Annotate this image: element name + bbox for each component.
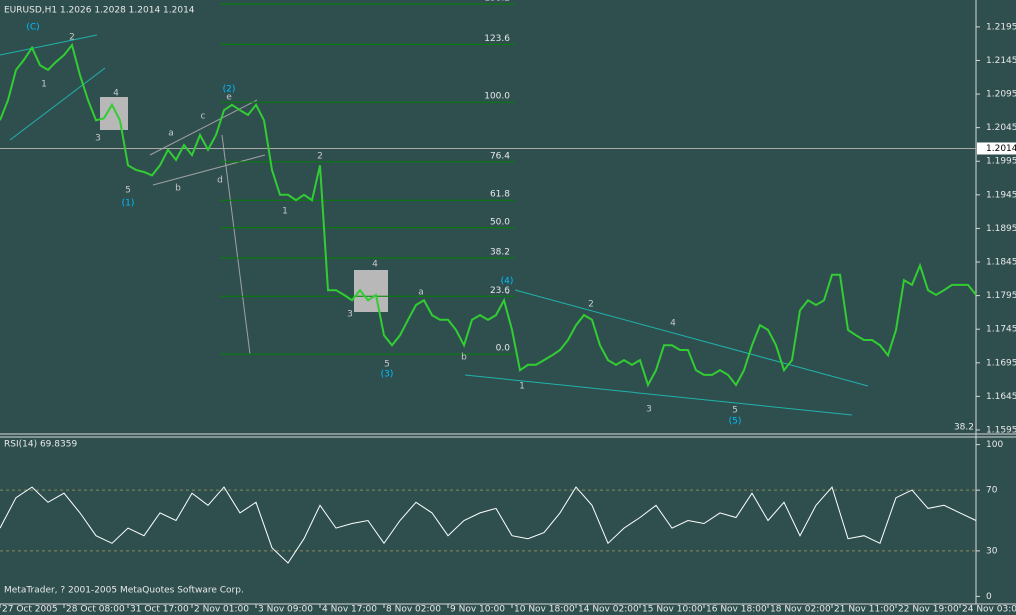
wave-label: a bbox=[418, 288, 424, 298]
trend-line bbox=[152, 154, 266, 186]
wave-label: (1) bbox=[122, 199, 135, 209]
x-tick-label: 24 Nov 03:00 bbox=[962, 605, 1016, 615]
wave-label: 3 bbox=[95, 134, 101, 144]
wave-label: e bbox=[226, 93, 232, 103]
x-tick-label: 14 Nov 02:00 bbox=[578, 605, 639, 615]
x-tick-label: 8 Nov 02:00 bbox=[386, 605, 441, 615]
trend-line bbox=[0, 34, 98, 56]
y-tick-label: 1.1995 bbox=[986, 157, 1016, 167]
wave-label: 1 bbox=[519, 382, 525, 392]
wave-label: a bbox=[168, 129, 174, 139]
wave-label: 2 bbox=[588, 300, 594, 310]
x-tick-label: 9 Nov 10:00 bbox=[450, 605, 505, 615]
wave-label: b bbox=[175, 184, 181, 194]
y-tick-label: 1.2095 bbox=[986, 90, 1016, 100]
y-tick-label: 1.1695 bbox=[986, 358, 1016, 368]
y-tick-label: 1.2195 bbox=[986, 22, 1016, 32]
trend-line bbox=[464, 374, 853, 416]
y-tick-label: 100 bbox=[986, 440, 1003, 450]
x-tick-label: 15 Nov 10:00 bbox=[642, 605, 703, 615]
current-price-box bbox=[977, 142, 1016, 155]
current-price-label: 1.2014 bbox=[986, 144, 1016, 154]
fib-label: 138.2 bbox=[484, 0, 510, 4]
wave-label: 2 bbox=[69, 33, 75, 43]
x-tick-label: 10 Nov 18:00 bbox=[514, 605, 575, 615]
wave-label: (2) bbox=[223, 85, 236, 95]
wave-label: 4 bbox=[670, 319, 676, 329]
wave-label: 3 bbox=[646, 405, 652, 415]
y-tick-label: 0 bbox=[986, 592, 992, 602]
x-tick-label: 27 Oct 2005 bbox=[2, 605, 58, 615]
fib-label: 50.0 bbox=[490, 217, 510, 227]
fib-label: 76.4 bbox=[490, 151, 510, 161]
wave-label: 5 bbox=[732, 406, 738, 416]
rsi-header: RSI(14) 69.8359 bbox=[4, 440, 77, 450]
fib-label: 61.8 bbox=[490, 190, 510, 200]
y-tick-label: 1.2045 bbox=[986, 123, 1016, 133]
wave-label: d bbox=[217, 176, 223, 186]
y-tick-label: 1.2145 bbox=[986, 56, 1016, 66]
fib-note: 38.2 bbox=[954, 423, 974, 433]
x-tick-label: 22 Nov 19:00 bbox=[898, 605, 959, 615]
price-line bbox=[0, 42, 977, 388]
wave-label: (3) bbox=[381, 370, 394, 380]
wave-label: 3 bbox=[347, 310, 353, 320]
trend-line bbox=[221, 134, 251, 355]
fib-label: 100.0 bbox=[484, 92, 510, 102]
trend-line bbox=[514, 289, 869, 387]
y-tick-label: 1.1945 bbox=[986, 190, 1016, 200]
trend-line bbox=[9, 67, 106, 141]
copyright: MetaTrader, ? 2001-2005 MetaQuotes Softw… bbox=[4, 586, 244, 596]
wave-label: 2 bbox=[317, 152, 323, 162]
wave-label: 1 bbox=[282, 207, 288, 217]
wave-label: (C) bbox=[26, 23, 39, 33]
y-tick-label: 1.1845 bbox=[986, 258, 1016, 268]
x-tick-label: 3 Nov 09:00 bbox=[258, 605, 313, 615]
x-tick-label: 21 Nov 11:00 bbox=[834, 605, 895, 615]
x-tick-label: 31 Oct 17:00 bbox=[130, 605, 189, 615]
wave-label: 5 bbox=[125, 186, 131, 196]
wave-label: c bbox=[505, 287, 510, 297]
fib-label: 38.2 bbox=[490, 247, 510, 257]
symbol-header: EURUSD,H1 1.2026 1.2028 1.2014 1.2014 bbox=[4, 6, 195, 16]
rsi-line bbox=[0, 486, 977, 564]
fib-label: 23.6 bbox=[490, 286, 510, 296]
y-tick-label: 70 bbox=[986, 486, 998, 496]
x-tick-label: 2 Nov 01:00 bbox=[194, 605, 249, 615]
wave-label: 4 bbox=[113, 89, 119, 99]
x-tick-label: 16 Nov 18:00 bbox=[706, 605, 767, 615]
y-tick-label: 1.1795 bbox=[986, 291, 1016, 301]
x-tick-label: 4 Nov 17:00 bbox=[322, 605, 377, 615]
y-tick-label: 1.1745 bbox=[986, 325, 1016, 335]
wave-label: 1 bbox=[41, 80, 47, 90]
y-tick-label: 30 bbox=[986, 546, 998, 556]
x-tick-label: 28 Oct 08:00 bbox=[66, 605, 125, 615]
fib-label: 0.0 bbox=[496, 344, 511, 354]
fib-label: 123.6 bbox=[484, 34, 510, 44]
wave-label: c bbox=[201, 112, 206, 122]
y-tick-label: 1.1645 bbox=[986, 392, 1016, 402]
wave-label: 4 bbox=[372, 260, 378, 270]
y-tick-label: 1.1595 bbox=[986, 425, 1016, 435]
wave-box bbox=[100, 97, 128, 130]
y-tick-label: 1.1895 bbox=[986, 224, 1016, 234]
wave-label: 5 bbox=[384, 360, 390, 370]
wave-label: b bbox=[461, 353, 467, 363]
wave-label: (5) bbox=[729, 417, 742, 427]
wave-label: (4) bbox=[501, 277, 514, 287]
x-tick-label: 18 Nov 02:00 bbox=[770, 605, 831, 615]
